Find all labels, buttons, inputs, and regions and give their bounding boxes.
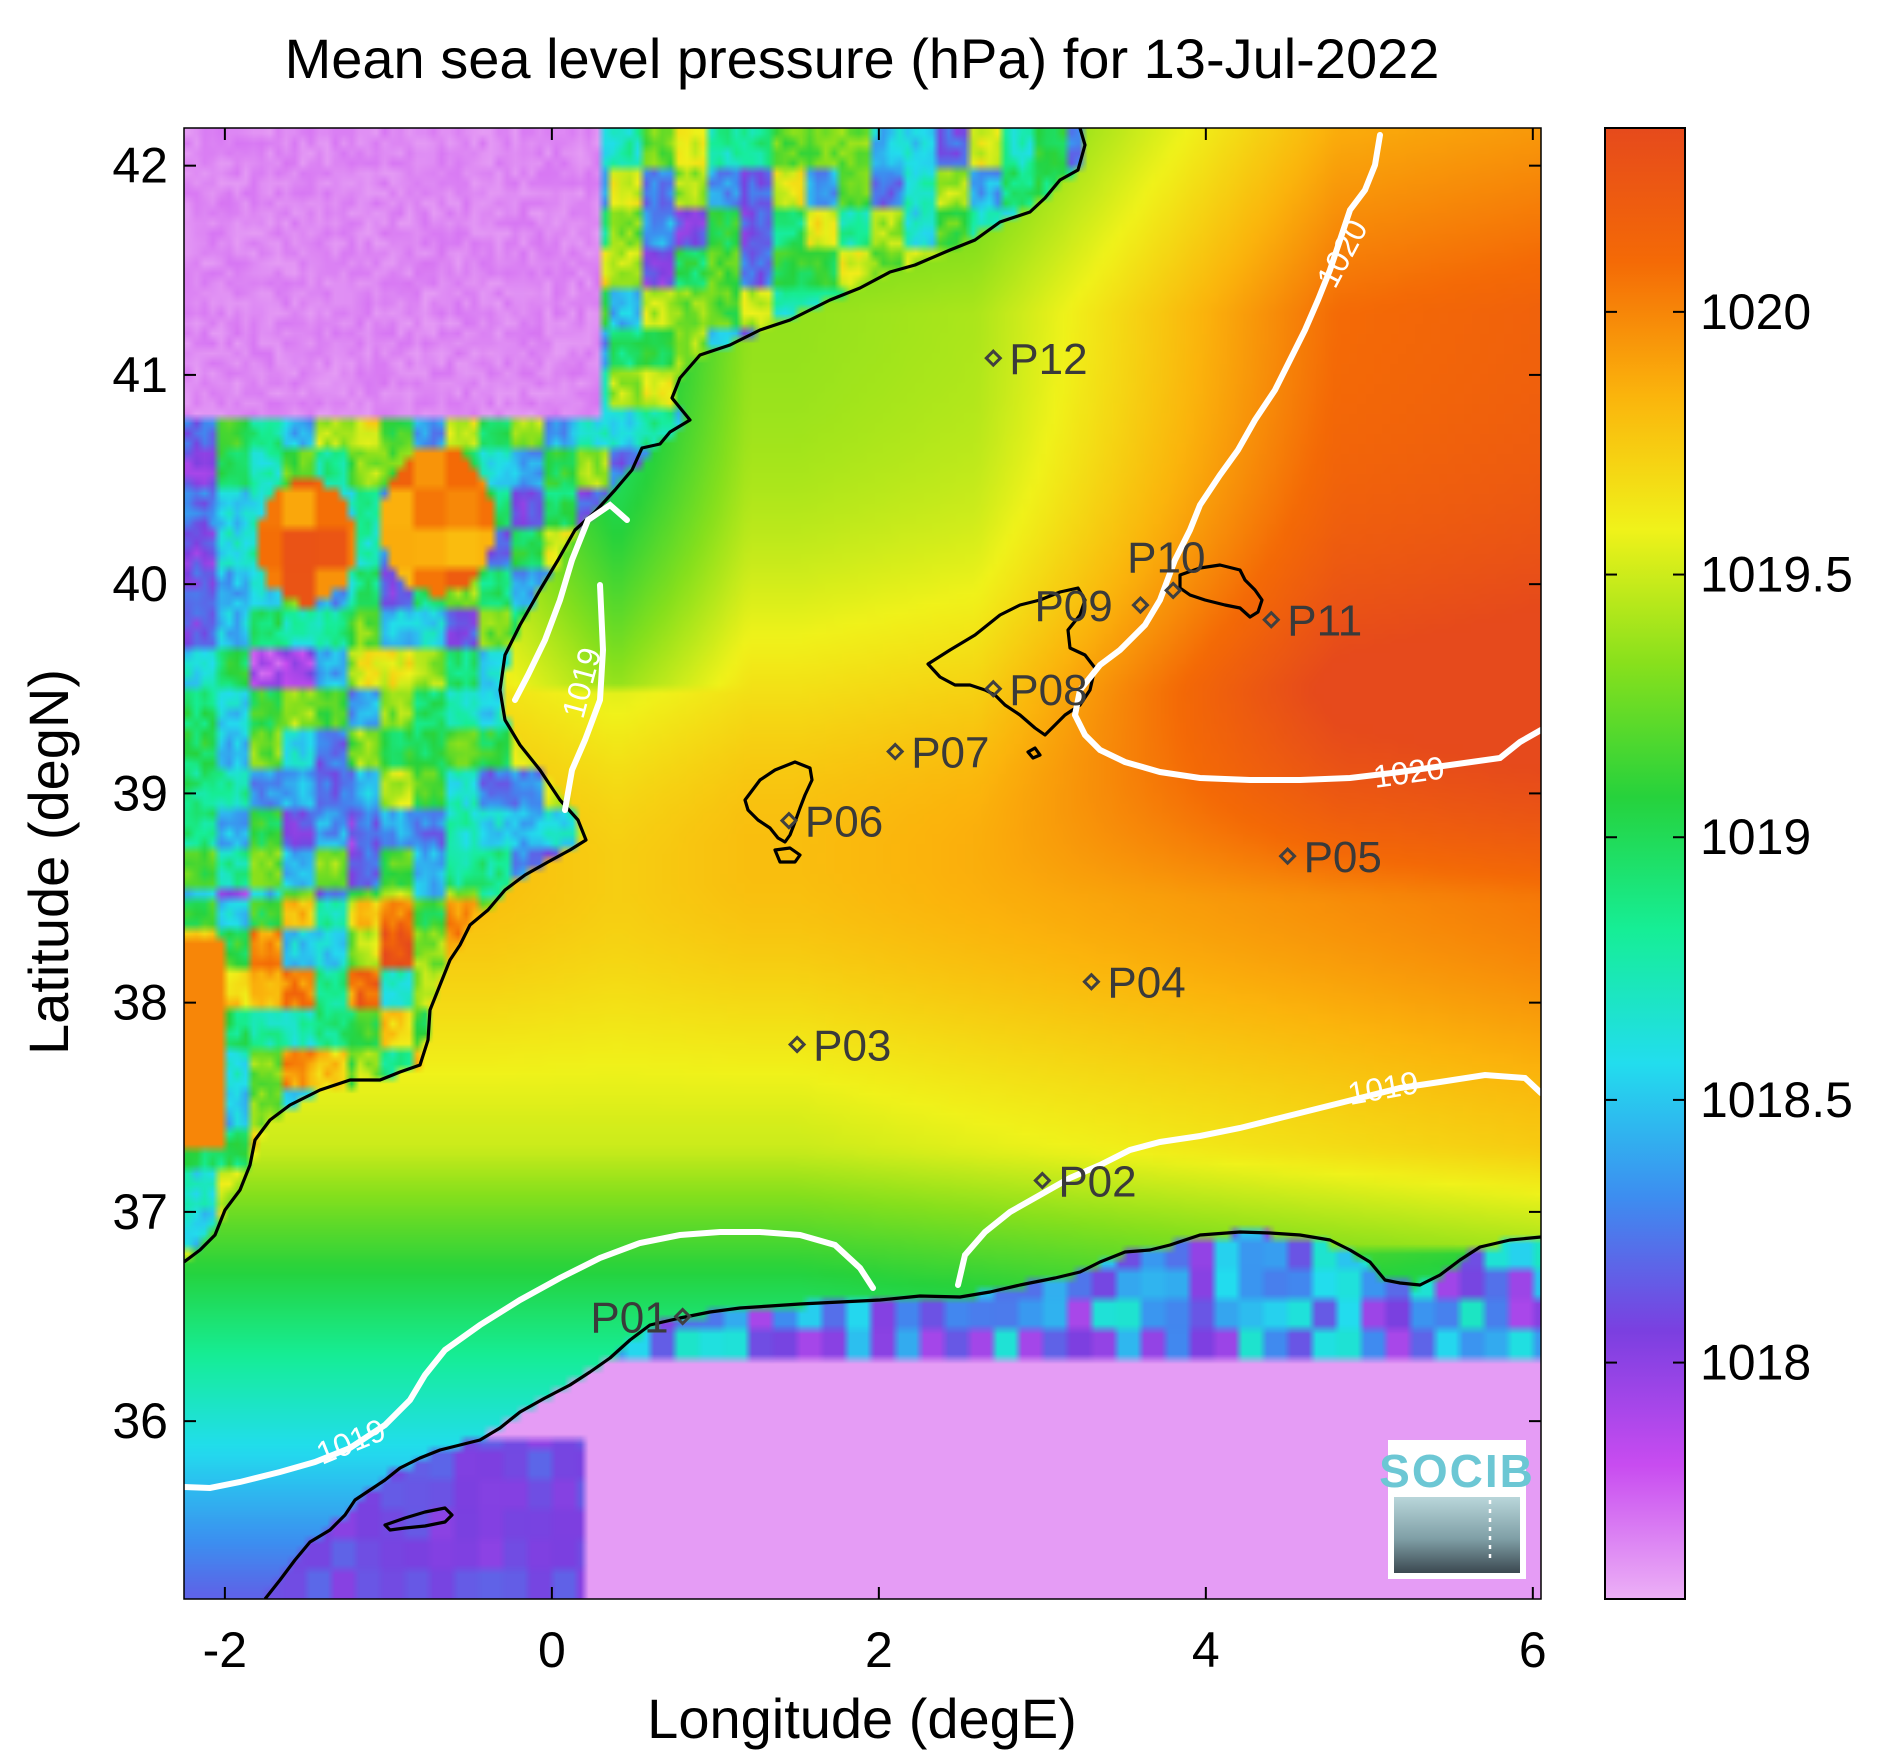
y-tick-label: 42 [112,138,168,194]
station-label: P02 [1058,1158,1136,1207]
station-marker [787,1035,807,1054]
y-tick-label: 39 [112,765,168,821]
station-p03: P03 [787,1021,891,1070]
station-label: P10 [1127,533,1205,582]
y-tick-label: 36 [112,1393,168,1449]
x-axis-label: Longitude (degE) [647,1687,1077,1750]
station-p02: P02 [1033,1158,1137,1207]
x-axis: -2 0 2 4 6 [203,128,1547,1678]
ibiza [743,760,814,844]
station-marker [886,742,905,761]
station-p12: P12 [984,335,1088,384]
station-label: P03 [813,1021,891,1070]
y-tick-label: 40 [112,556,168,612]
y-axis: 36 37 38 39 40 41 42 [112,138,1541,1449]
african-coast [263,1230,1541,1599]
colorbar-tick-label: 1018.5 [1700,1072,1853,1128]
station-p10: P10 [1127,533,1205,600]
colorbar-frame [1604,127,1686,1600]
iberian-coast [184,128,1087,1264]
socib-logo: SOCIB [1379,1440,1535,1579]
station-p08: P08 [984,666,1088,715]
plot-frame [183,127,1542,1600]
plot-area: 1019 1019 1019 1020 1020 P01P02P03P04P05… [183,127,1542,1600]
contour-1020-north [1072,132,1383,718]
station-label: P04 [1107,959,1185,1008]
contour-1019-north [512,501,630,703]
station-label: P11 [1287,597,1362,646]
colorbar-ticks: 1018 1018.5 1019 1019.5 1020 [1605,284,1853,1391]
station-label: P06 [805,798,883,847]
colorbar: 1018 1018.5 1019 1019.5 1020 [1604,127,1853,1600]
contour-1019-gulf [955,1071,1541,1288]
station-label: P07 [911,729,989,778]
station-marker [1082,972,1101,991]
stations-layer: P01 P02 P03 P04 P05 P06 P07 P08 P09 P10 P11 P12 [590,335,1382,1342]
station-marker [984,679,1003,698]
station-p05: P05 [1278,833,1382,882]
y-tick-label: 37 [112,1184,168,1240]
x-tick-label: -2 [203,1622,247,1678]
cabrera [1026,746,1042,760]
formentera [773,846,802,864]
y-axis-label: Latitude (degN) [17,669,80,1055]
station-p04: P04 [1082,959,1186,1008]
contour-1019-south [184,1229,876,1492]
menorca [1178,563,1264,619]
station-p09: P09 [1034,582,1150,631]
station-marker [1131,595,1150,615]
station-marker [1278,847,1297,866]
contour-lines [184,132,1541,1492]
colorbar-tick-label: 1018 [1700,1335,1811,1391]
station-marker [984,349,1003,368]
station-marker [1033,1171,1052,1190]
station-label: P01 [590,1294,668,1343]
station-label: P12 [1009,335,1087,384]
station-marker [1262,610,1281,629]
logo-text: SOCIB [1379,1445,1535,1497]
colorbar-tick-label: 1019 [1700,809,1811,865]
colorbar-gradient [1605,128,1685,1599]
x-tick-label: 4 [1192,1622,1220,1678]
station-p07: P07 [886,729,989,778]
colorbar-tick-label: 1020 [1700,284,1811,340]
station-p01: P01 [590,1294,692,1343]
x-tick-label: 2 [865,1622,893,1678]
station-marker [779,811,799,830]
station-p11: P11 [1262,597,1362,646]
station-marker [1164,581,1183,600]
station-label: P05 [1304,833,1382,882]
station-label: P08 [1009,666,1087,715]
coastline [184,128,1541,1599]
y-tick-label: 38 [112,975,168,1031]
pressure-field [184,128,1541,1599]
x-tick-label: 0 [538,1622,566,1678]
station-marker [673,1307,692,1326]
map-title: Mean sea level pressure (hPa) for 13-Jul… [285,27,1440,90]
alboran-island [383,1506,454,1532]
contour-1019-west [562,582,607,813]
x-tick-label: 6 [1519,1622,1547,1678]
y-tick-label: 41 [112,347,168,403]
station-label: P09 [1034,582,1112,631]
contour-1020-south [1072,712,1541,783]
colorbar-tick-label: 1019.5 [1700,547,1853,603]
station-p06: P06 [779,798,883,847]
